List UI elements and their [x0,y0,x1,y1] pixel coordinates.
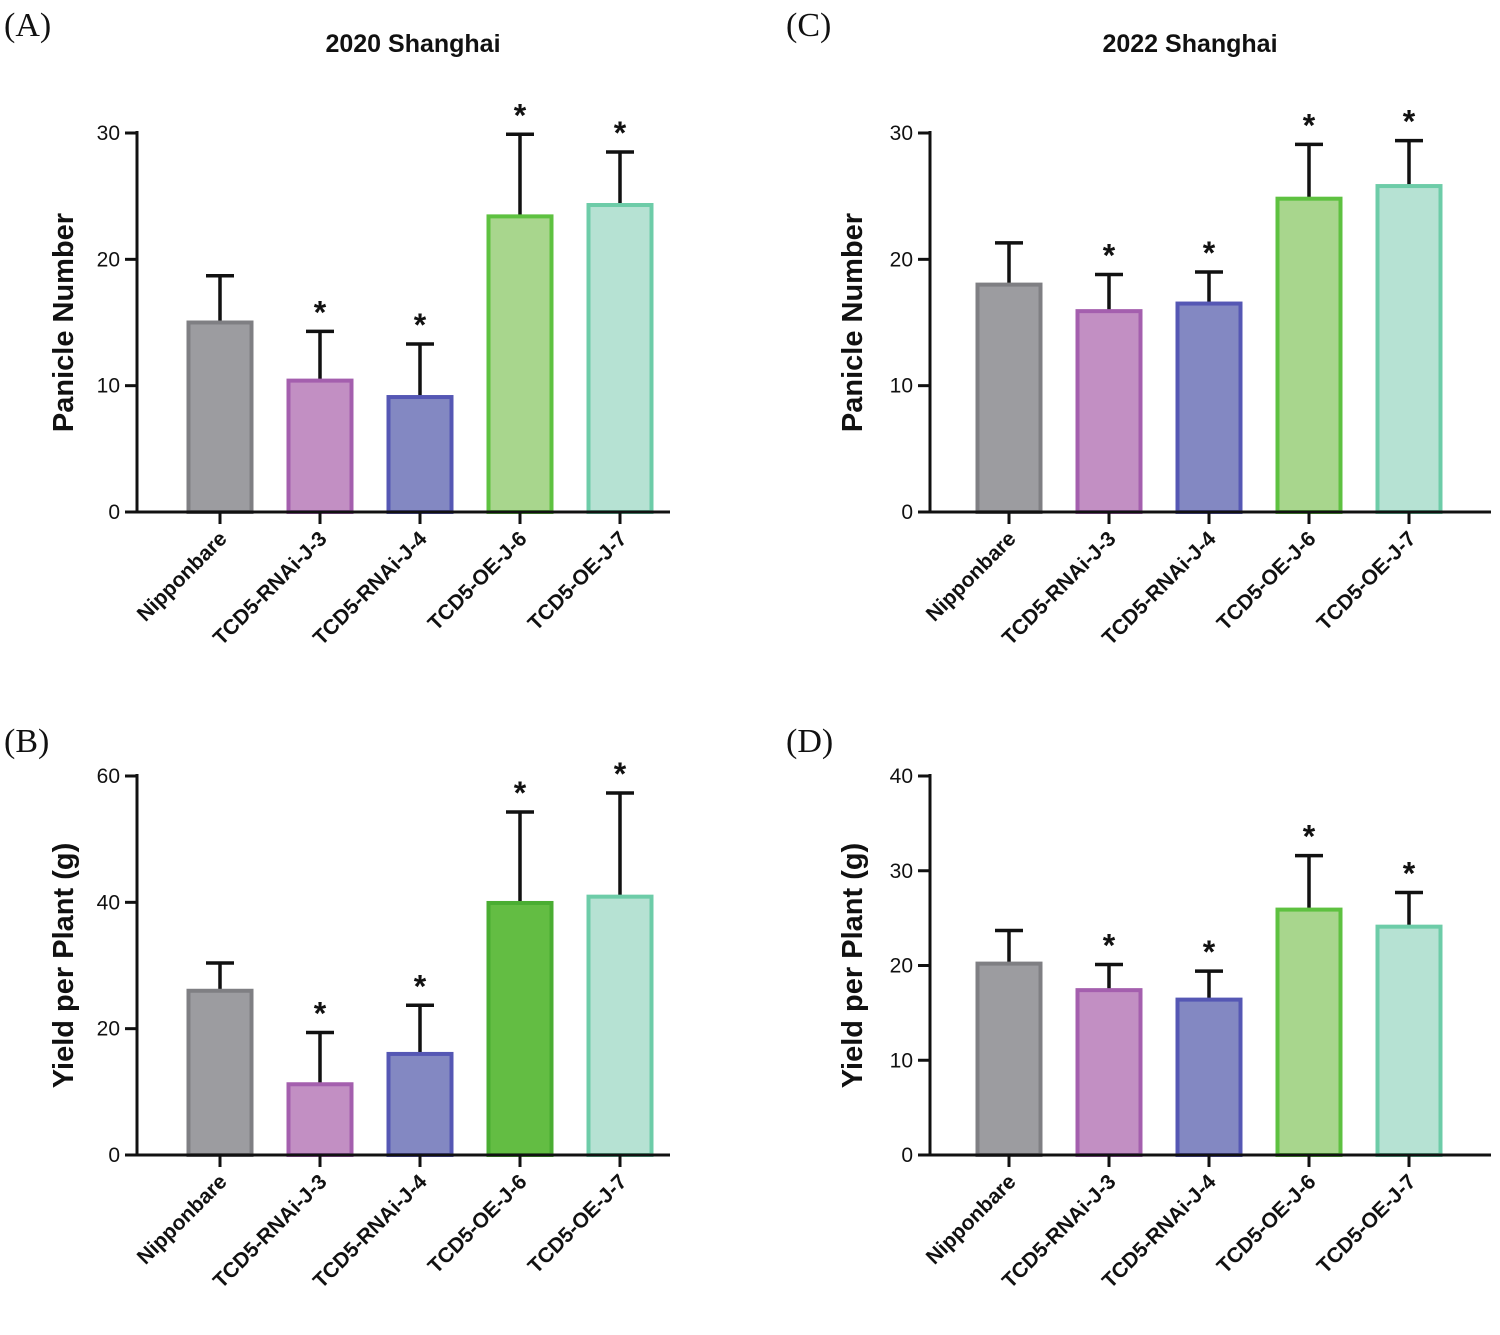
significance-marker: * [414,307,427,343]
y-axis-label: Panicle Number [48,213,80,432]
bar-tcd5-oe-j-6 [1275,196,1343,514]
significance-marker: * [414,968,427,1004]
y-axis-label: Panicle Number [837,213,869,432]
bar-tcd5-rnai-j-4 [1175,301,1243,514]
significance-marker: * [514,775,527,811]
y-tick-label: 20 [97,1018,120,1041]
significance-marker: * [314,294,327,330]
x-tick-label: TCD5-OE-J-7 [524,1170,632,1278]
y-tick-label: 20 [890,248,913,271]
y-tick-label: 20 [97,248,120,271]
x-tick-label: TCD5-OE-J-6 [1213,527,1321,635]
panel-d: (D) Yield per Plant (g) * * * * 0 10 20 30 40 Nippo… [786,723,1491,1293]
y-tick-label: 30 [890,122,913,145]
y-tick-label: 0 [901,501,913,524]
y-tick-label: 10 [890,375,913,398]
y-tick-label: 30 [97,122,120,145]
x-tick-label: Nipponbare [922,1170,1021,1269]
panel-letter: (A) [4,7,51,44]
y-tick-label: 40 [890,765,913,788]
chart-title: 2022 Shanghai [1102,30,1277,58]
significance-marker: * [1303,819,1316,855]
significance-marker: * [1103,928,1116,964]
panel-a: (A) 2020 Shanghai Panicle Number * * * * 0 10 20 3… [4,7,670,650]
y-tick-label: 20 [890,955,913,978]
bar-tcd5-oe-j-6 [486,214,554,514]
x-tick-label: TCD5-OE-J-7 [1313,1170,1421,1278]
bar-tcd5-oe-j-7 [1375,924,1443,1158]
significance-marker: * [1203,235,1216,271]
panel-c: (C) 2022 Shanghai Panicle Number * * * * 0 10 20 3… [786,7,1491,650]
bar-nipponbare [975,282,1043,514]
y-axis-label: Yield per Plant (g) [837,843,869,1088]
significance-marker: * [314,995,327,1031]
x-tick-label: TCD5-OE-J-6 [1213,1170,1321,1278]
x-tick-label: Nipponbare [922,527,1021,626]
panel-letter: (D) [786,723,833,760]
y-tick-label: 40 [97,891,120,914]
y-tick-label: 30 [890,860,913,883]
significance-marker: * [614,115,627,151]
chart-title: 2020 Shanghai [325,30,500,58]
bar-tcd5-rnai-j-3 [1075,988,1143,1158]
bar-nipponbare [186,320,254,514]
bar-tcd5-rnai-j-4 [386,1051,454,1158]
significance-marker: * [1403,856,1416,892]
bar-tcd5-oe-j-7 [1375,184,1443,514]
bar-tcd5-oe-j-7 [586,894,654,1157]
y-tick-label: 10 [890,1049,913,1072]
y-axis-label: Yield per Plant (g) [48,843,80,1088]
bar-tcd5-rnai-j-3 [286,1082,354,1157]
bar-tcd5-rnai-j-3 [1075,309,1143,514]
x-tick-label: TCD5-OE-J-6 [424,527,532,635]
x-tick-label: Nipponbare [133,1170,232,1269]
significance-marker: * [1103,237,1116,273]
x-tick-label: TCD5-OE-J-7 [1313,527,1421,635]
y-tick-label: 0 [901,1144,913,1167]
significance-marker: * [614,756,627,792]
y-tick-label: 10 [97,375,120,398]
panel-letter: (B) [4,723,49,760]
y-tick-label: 60 [97,765,120,788]
significance-marker: * [514,97,527,133]
x-tick-label: TCD5-OE-J-7 [524,527,632,635]
panel-letter: (C) [786,7,831,44]
bar-tcd5-oe-j-6 [486,900,554,1158]
bar-tcd5-rnai-j-4 [386,395,454,514]
bar-nipponbare [186,988,254,1157]
significance-marker: * [1203,934,1216,970]
bar-nipponbare [975,961,1043,1157]
x-tick-label: Nipponbare [133,527,232,626]
bar-tcd5-rnai-j-3 [286,378,354,515]
significance-marker: * [1303,107,1316,143]
bar-tcd5-rnai-j-4 [1175,997,1243,1157]
significance-marker: * [1403,104,1416,140]
bar-tcd5-oe-j-6 [1275,907,1343,1157]
y-tick-label: 0 [108,501,120,524]
bar-tcd5-oe-j-7 [586,203,654,514]
x-tick-label: TCD5-OE-J-6 [424,1170,532,1278]
panel-b: (B) Yield per Plant (g) * * * * 0 20 40 60 Nipponb… [4,723,670,1293]
y-tick-label: 0 [108,1144,120,1167]
